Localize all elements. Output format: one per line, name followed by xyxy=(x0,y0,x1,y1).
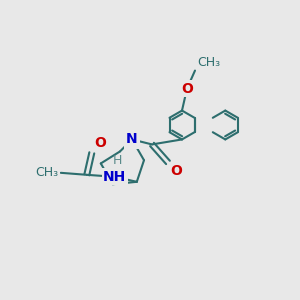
Text: CH₃: CH₃ xyxy=(197,56,220,69)
Text: O: O xyxy=(170,164,182,178)
Text: NH: NH xyxy=(103,170,126,184)
Text: N: N xyxy=(126,132,138,146)
Text: H: H xyxy=(113,154,122,167)
Text: O: O xyxy=(94,136,106,150)
Text: CH₃: CH₃ xyxy=(36,166,59,179)
Text: O: O xyxy=(181,82,193,96)
